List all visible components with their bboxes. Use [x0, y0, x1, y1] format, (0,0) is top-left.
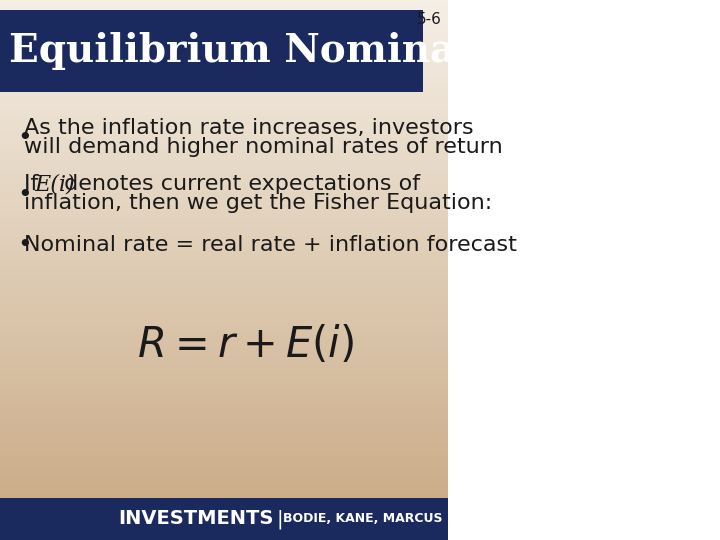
FancyBboxPatch shape [0, 498, 448, 540]
Text: INVESTMENTS: INVESTMENTS [118, 510, 274, 529]
Text: Nominal rate = real rate + inflation forecast: Nominal rate = real rate + inflation for… [24, 235, 516, 255]
Text: E(i): E(i) [35, 173, 76, 195]
Text: denotes current expectations of: denotes current expectations of [57, 174, 420, 194]
FancyBboxPatch shape [0, 10, 423, 92]
Text: will demand higher nominal rates of return: will demand higher nominal rates of retu… [24, 137, 503, 157]
Text: As the inflation rate increases, investors: As the inflation rate increases, investo… [24, 118, 473, 138]
Text: •: • [17, 233, 32, 257]
Text: $R = r + E(i)$: $R = r + E(i)$ [137, 324, 354, 366]
Text: BODIE, KANE, MARCUS: BODIE, KANE, MARCUS [283, 512, 442, 525]
Text: •: • [17, 183, 32, 207]
Text: 5-6: 5-6 [416, 12, 441, 27]
Text: •: • [17, 126, 32, 150]
Text: |: | [276, 509, 283, 529]
Text: inflation, then we get the Fisher Equation:: inflation, then we get the Fisher Equati… [24, 193, 492, 213]
Text: Equilibrium Nominal Rate of Interest: Equilibrium Nominal Rate of Interest [9, 32, 720, 70]
Text: If: If [24, 174, 45, 194]
